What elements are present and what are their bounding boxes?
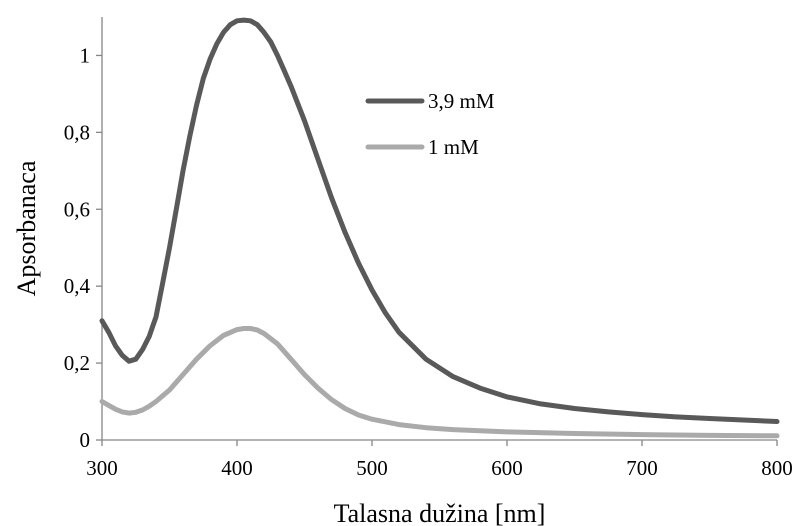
x-tick-label: 600 — [491, 456, 523, 480]
x-axis-ticks: 300 400 500 600 700 800 — [86, 440, 793, 480]
plot-area — [101, 17, 777, 441]
series-line-2 — [99, 326, 780, 439]
y-tick-label: 0,4 — [64, 274, 91, 298]
legend: 3,9 mM 1 mM — [365, 89, 495, 159]
x-tick-label: 500 — [356, 456, 388, 480]
series-line-1 — [99, 17, 780, 424]
y-tick-label: 0 — [80, 428, 91, 452]
y-tick-label: 0,6 — [64, 197, 90, 221]
x-tick-label: 800 — [761, 456, 793, 480]
y-tick-label: 0,8 — [64, 120, 90, 144]
series-layer — [99, 17, 780, 439]
y-tick-label: 0,2 — [64, 351, 90, 375]
x-tick-label: 700 — [626, 456, 658, 480]
x-tick-label: 400 — [221, 456, 253, 480]
y-axis-title: Apsorbanaca — [12, 160, 41, 296]
legend-label: 1 mM — [428, 135, 479, 159]
y-axis-ticks: 0 0,2 0,4 0,6 0,8 1 — [64, 43, 102, 452]
x-axis-title: Talasna dužina [nm] — [334, 499, 546, 526]
y-tick-label: 1 — [80, 43, 91, 67]
legend-label: 3,9 mM — [428, 89, 495, 113]
x-tick-label: 300 — [86, 456, 118, 480]
